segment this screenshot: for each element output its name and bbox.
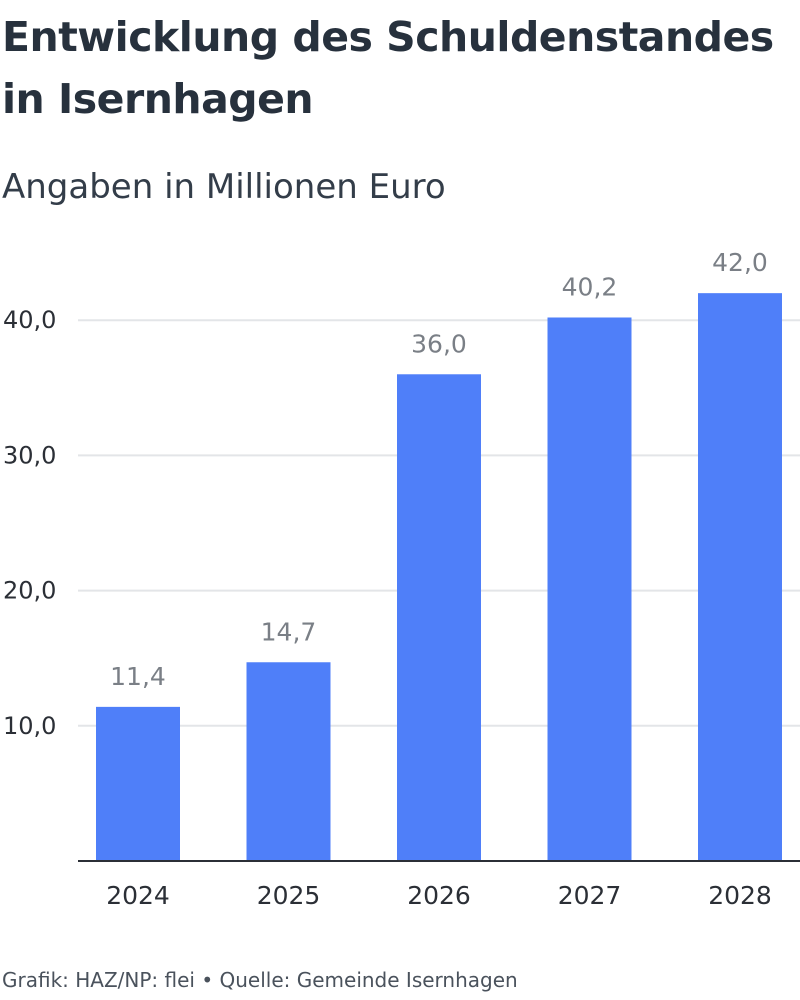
y-tick-label: 20,0 (3, 577, 56, 605)
value-label: 14,7 (261, 617, 317, 646)
y-tick-label: 40,0 (3, 306, 56, 334)
value-labels: 11,4 14,7 36,0 40,2 42,0 (110, 248, 768, 691)
bar-2028 (698, 293, 782, 861)
bar-2025 (246, 662, 331, 861)
x-tick-label: 2024 (106, 881, 170, 910)
value-label: 36,0 (411, 329, 467, 358)
x-tick-label: 2026 (407, 881, 471, 910)
value-label: 11,4 (110, 662, 166, 691)
chart-title: Entwicklung des Schuldenstandes in Isern… (2, 13, 774, 123)
bars (96, 293, 782, 862)
bar-2026 (397, 374, 481, 861)
bar-2027 (547, 317, 632, 862)
x-tick-label: 2027 (558, 881, 622, 910)
chart-subtitle: Angaben in Millionen Euro (2, 167, 446, 207)
bar-2024 (96, 706, 180, 861)
x-tick-label: 2025 (257, 881, 321, 910)
y-tick-label: 10,0 (3, 712, 56, 740)
x-axis-ticks: 2024 2025 2026 2027 2028 (106, 881, 772, 910)
y-axis-ticks: 10,0 20,0 30,0 40,0 (3, 306, 56, 740)
source-credit: Grafik: HAZ/NP: flei • Quelle: Gemeinde … (2, 968, 518, 992)
bar-chart: 10,0 20,0 30,0 40,0 11,4 14,7 36,0 40,2 42,0 20… (3, 248, 800, 910)
value-label: 40,2 (562, 272, 618, 301)
value-label: 42,0 (712, 248, 768, 277)
y-tick-label: 30,0 (3, 441, 56, 469)
x-tick-label: 2028 (708, 881, 772, 910)
